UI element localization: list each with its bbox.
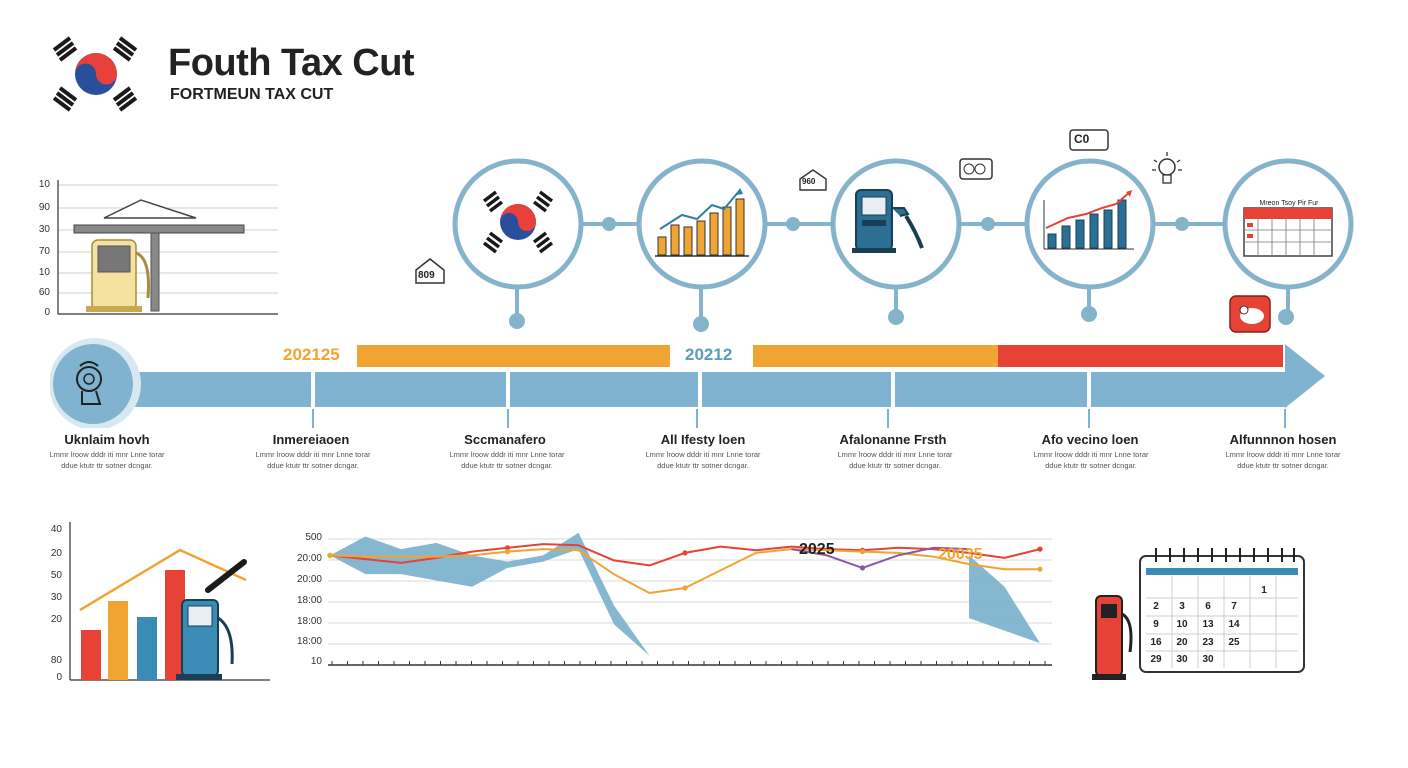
calendar-date: 30 <box>1176 654 1188 665</box>
y-tick-label: 30 <box>38 224 50 235</box>
lightbulb-icon <box>1152 152 1182 184</box>
step-title: Inmereiaoen <box>272 432 350 447</box>
calendar-date: 6 <box>1205 601 1211 612</box>
y-tick-label: 10 <box>38 267 50 278</box>
y-tick-label: 0 <box>56 672 62 683</box>
step-title: All Ifesty loen <box>660 432 746 447</box>
calendar-date: 3 <box>1179 601 1185 612</box>
y-tick-label: 40 <box>50 524 62 535</box>
data-point <box>859 549 866 555</box>
calendar-date: 25 <box>1228 637 1240 648</box>
timeline-year-left: 202125 <box>283 345 340 364</box>
calendar-date: 1 <box>1261 585 1267 596</box>
y-tick-label: 50 <box>50 570 62 581</box>
area-band <box>969 555 1040 644</box>
step-description: Lmmr lroow dddr iti mnr Lnne torar ddue … <box>1225 450 1341 470</box>
y-tick-label: 10 <box>310 656 322 667</box>
step-title: Afalonanne Frsth <box>839 432 947 447</box>
calendar-date: 16 <box>1150 637 1162 648</box>
step-title: Afo vecino loen <box>1041 432 1139 447</box>
y-tick-label: 20 <box>50 614 62 625</box>
y-tick-label: 18:00 <box>296 616 322 627</box>
step-title: Sccmanafero <box>464 432 546 447</box>
y-tick-label: 18:00 <box>296 595 322 606</box>
page-title: Fouth Tax Cut <box>168 42 415 84</box>
car-badge-icon <box>1229 295 1271 333</box>
calendar-date: 14 <box>1228 619 1240 630</box>
step-title: Alfunnnon hosen <box>1229 432 1337 447</box>
step-description: Lmmr lroow dddr iti mnr Lnne torar ddue … <box>1033 450 1149 470</box>
step-title: Uknlaim hovh <box>64 432 150 447</box>
calendar-date: 20 <box>1176 637 1188 648</box>
growth-bar-chart-icon <box>655 188 749 257</box>
calendar-date: 29 <box>1150 654 1162 665</box>
calendar-date: 30 <box>1202 654 1214 665</box>
y-tick-label: 20 <box>50 548 62 559</box>
house-icon-label: 809 <box>418 270 435 281</box>
data-point <box>327 552 333 558</box>
data-point <box>859 565 866 571</box>
house-icon-label: 960 <box>802 177 816 186</box>
calendar-date: 10 <box>1176 619 1188 630</box>
timeline-year-mid: 20212 <box>685 345 733 364</box>
y-tick-label: 500 <box>305 532 322 543</box>
calendar-date: 9 <box>1153 619 1159 630</box>
data-point <box>1037 566 1043 572</box>
data-point <box>504 545 511 551</box>
fuel-bar-chart-graphic <box>69 522 270 681</box>
calendar-date: 23 <box>1202 637 1214 648</box>
y-tick-label: 90 <box>38 202 50 213</box>
calendar-date: 13 <box>1202 619 1214 630</box>
timeline-bar <box>50 338 1325 428</box>
step-description: Lmmr lroow dddr iti mnr Lnne torar ddue … <box>837 450 953 470</box>
calendar-header-text: Mreon Tsoy Pir Fur <box>1259 200 1319 207</box>
step-description: Lmmr lroow dddr iti mnr Lnne torar ddue … <box>449 450 565 470</box>
step-description: Lmmr lroow dddr iti mnr Lnne torar ddue … <box>645 450 761 470</box>
calendar-grid-icon <box>1139 548 1305 673</box>
data-point <box>1037 546 1043 552</box>
calculator-icon <box>1069 129 1109 151</box>
y-tick-label: 30 <box>50 592 62 603</box>
calendar-date: 2 <box>1153 601 1159 612</box>
y-tick-label: 20:00 <box>296 553 322 564</box>
korean-flag-icon <box>52 36 138 112</box>
korean-flag-icon <box>482 190 554 254</box>
gas-station-chart-graphic <box>57 180 278 315</box>
y-tick-label: 80 <box>50 655 62 666</box>
house-icon <box>799 169 827 191</box>
line-chart-plot <box>327 532 1052 666</box>
data-point <box>504 549 511 555</box>
red-fuel-pump-icon <box>1092 595 1133 680</box>
y-tick-label: 18:00 <box>296 636 322 647</box>
fuel-pump-icon <box>852 189 924 253</box>
data-point <box>682 585 688 591</box>
y-tick-label: 10 <box>38 179 50 190</box>
trend-bar-chart-icon <box>1043 190 1134 250</box>
page-subtitle: FORTMEUN TAX CUT <box>170 86 334 103</box>
step-description: Lmmr lroow dddr iti mnr Lnne torar ddue … <box>255 450 371 470</box>
series-line-purple <box>791 546 970 569</box>
data-point <box>682 550 688 556</box>
y-tick-label: 0 <box>44 307 50 318</box>
money-icon <box>959 158 993 180</box>
area-band <box>330 532 650 656</box>
calendar-date: 7 <box>1231 601 1237 612</box>
step-description: Lmmr lroow dddr iti mnr Lnne torar ddue … <box>49 450 165 470</box>
chart-annotation: 20035 <box>938 546 983 563</box>
chart-annotation: 2025 <box>799 541 835 558</box>
calculator-label: C0 <box>1074 132 1090 146</box>
y-tick-label: 60 <box>38 287 50 298</box>
y-tick-label: 70 <box>38 246 50 257</box>
house-icon <box>415 258 445 284</box>
calendar-icon <box>1243 207 1333 257</box>
y-tick-label: 20:00 <box>296 574 322 585</box>
